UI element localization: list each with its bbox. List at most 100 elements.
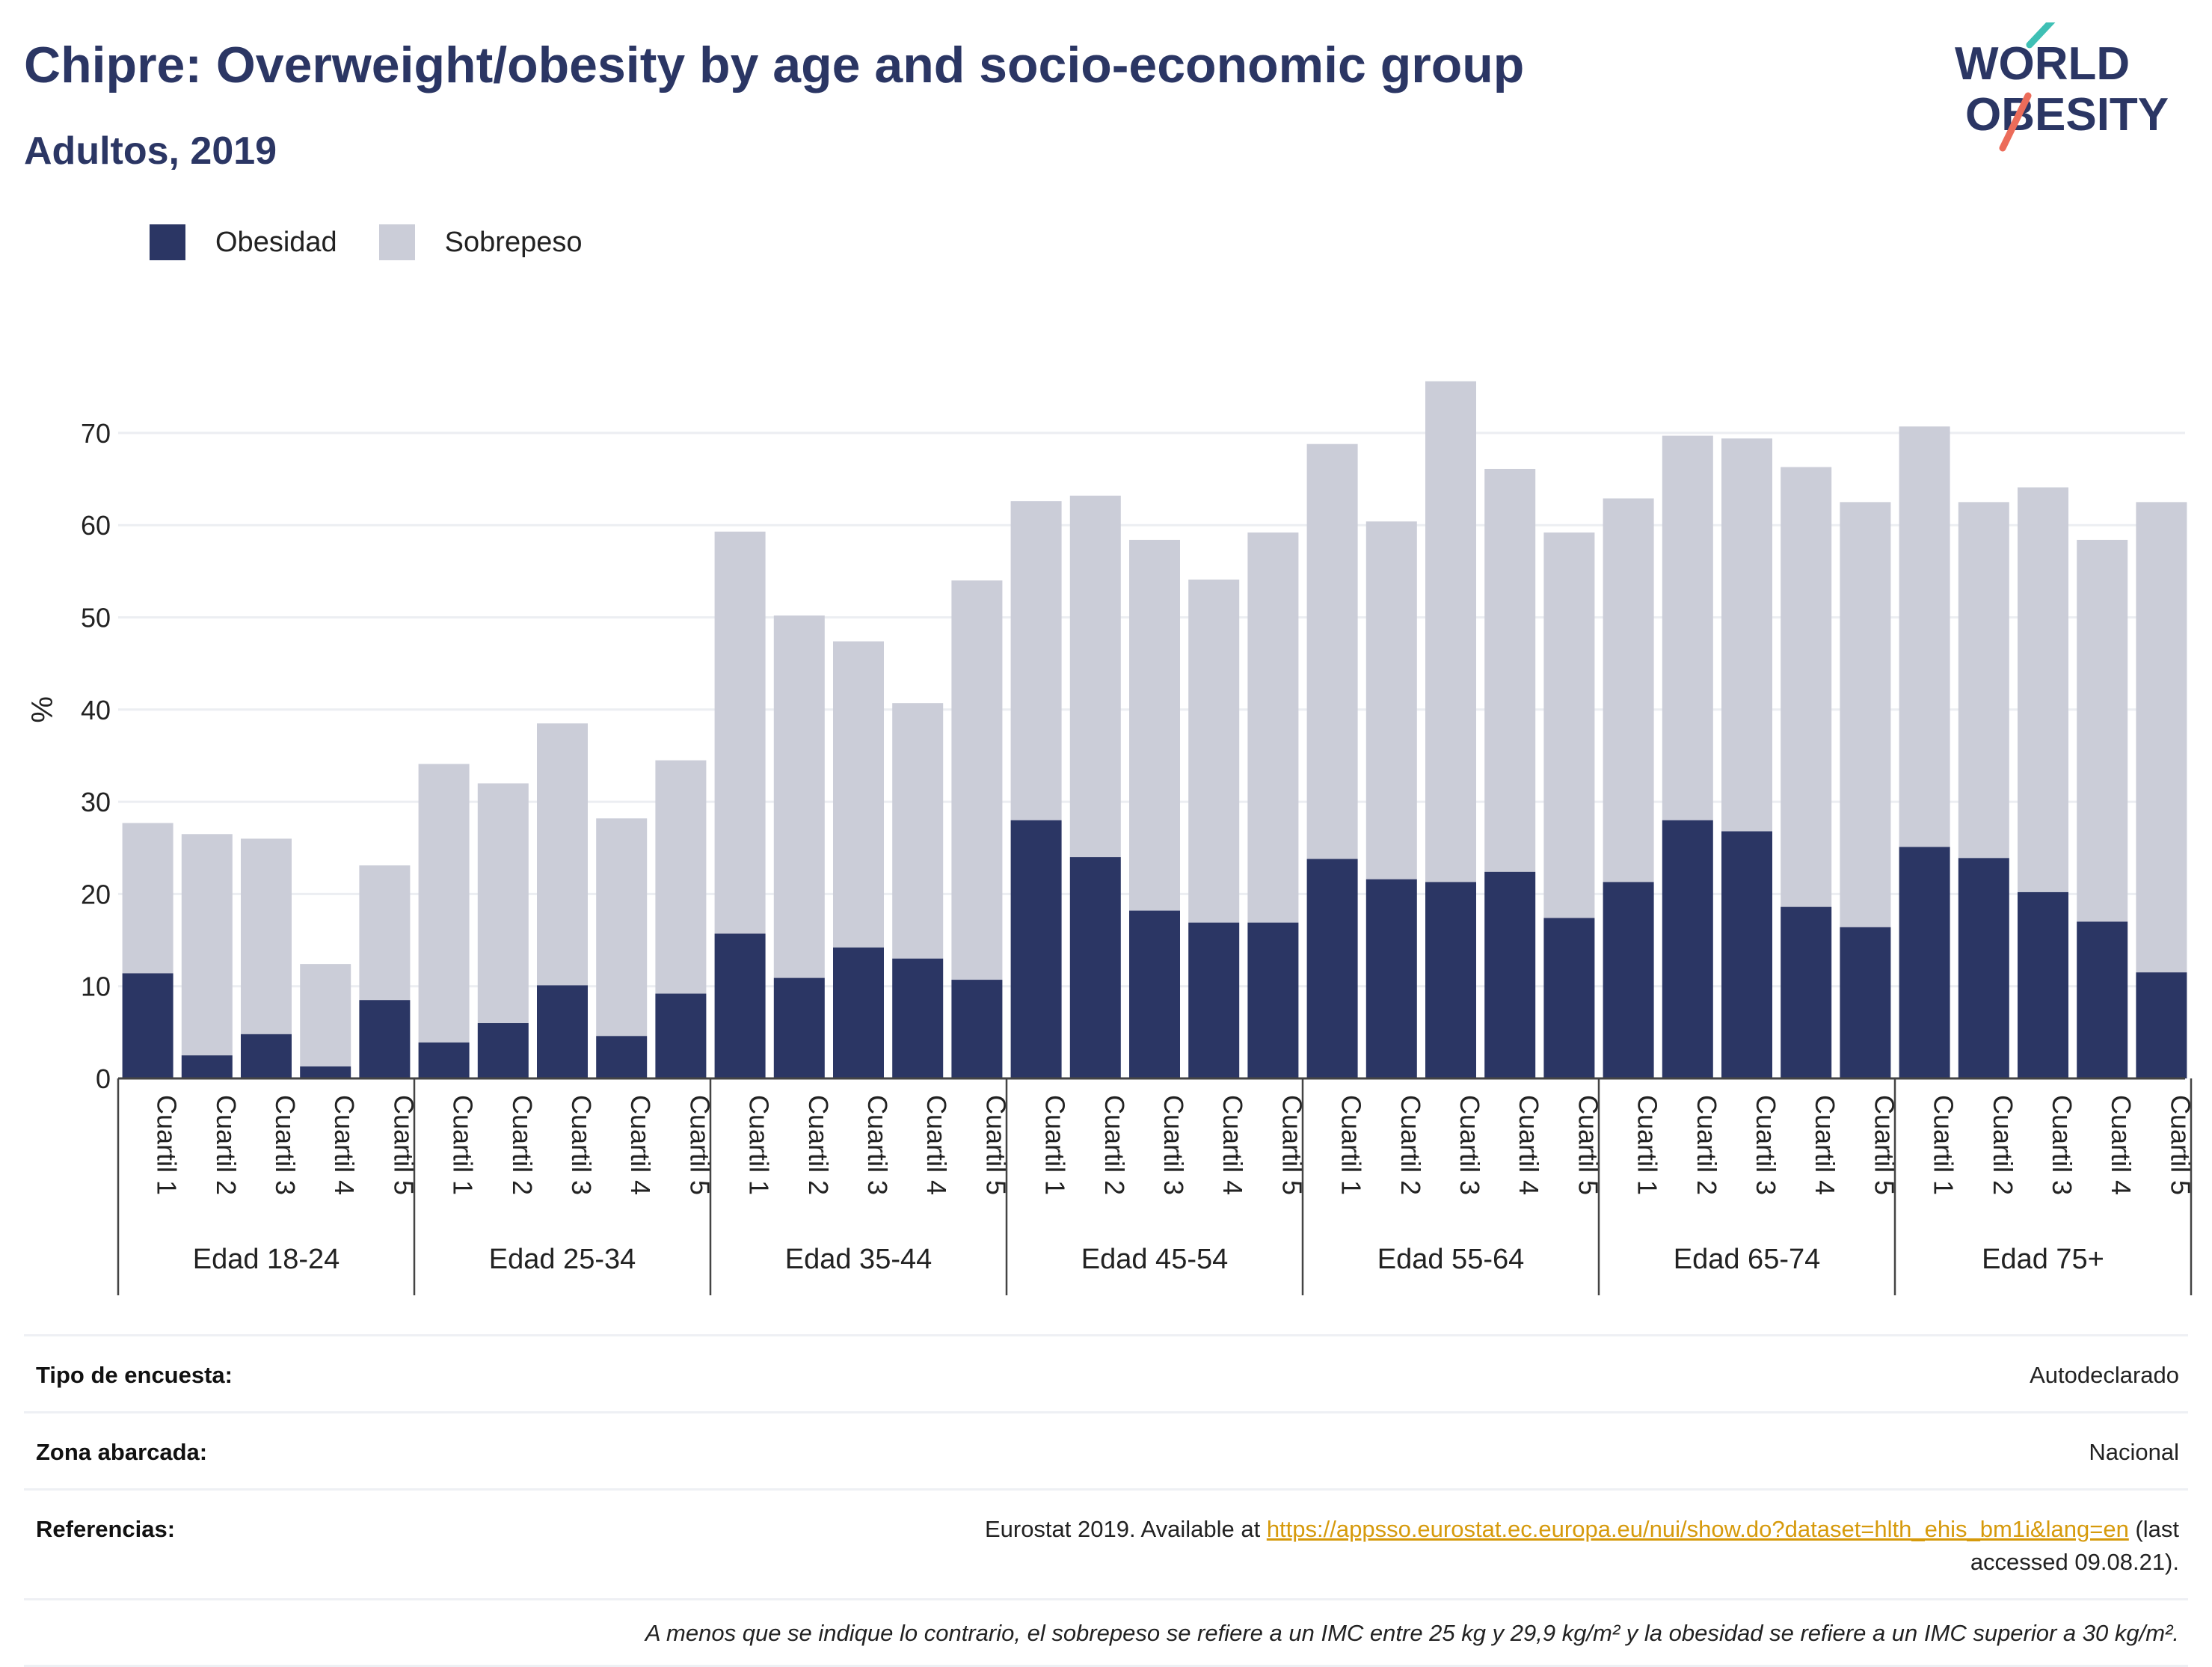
group-label-5: Edad 55-64 — [1377, 1244, 1525, 1275]
bar-sobrepeso-g6-q2 — [1662, 435, 1713, 820]
chart-title: Chipre: Overweight/obesity by age and so… — [24, 37, 1525, 93]
bar-obesidad-g6-q4 — [1781, 906, 1832, 1078]
bar-obesidad-g7-q1 — [1899, 847, 1950, 1078]
info-row-survey: Tipo de encuesta: Autodeclarado — [24, 1334, 2188, 1411]
bar-sobrepeso-g3-q2 — [773, 615, 825, 978]
x-tick-label-g6-q4: Cuartil 4 — [1810, 1095, 1840, 1195]
survey-type-value: Autodeclarado — [2030, 1362, 2179, 1388]
y-axis-title: % — [26, 696, 59, 723]
x-tick-label-g2-q4: Cuartil 4 — [625, 1095, 656, 1195]
x-tick-label-g6-q2: Cuartil 2 — [1692, 1095, 1722, 1195]
bar-sobrepeso-g6-q3 — [1721, 438, 1772, 832]
bar-obesidad-g7-q3 — [2018, 891, 2068, 1078]
y-tick-label-10: 10 — [81, 971, 111, 1002]
logo-word-world: WORLD — [1955, 38, 2130, 90]
bar-obesidad-g6-q5 — [1840, 927, 1891, 1078]
x-tick-label-g4-q1: Cuartil 1 — [1040, 1095, 1071, 1195]
y-tick-label-70: 70 — [81, 418, 111, 449]
references-label: Referencias: — [36, 1516, 176, 1542]
bar-obesidad-g7-q2 — [1958, 858, 2009, 1078]
bar-sobrepeso-g4-q5 — [1247, 532, 1299, 923]
chart-subtitle: Adultos, 2019 — [24, 129, 277, 173]
bar-obesidad-g6-q2 — [1662, 820, 1713, 1078]
bar-sobrepeso-g1-q2 — [181, 834, 233, 1056]
bar-sobrepeso-g4-q2 — [1069, 495, 1121, 858]
bar-sobrepeso-g6-q4 — [1781, 467, 1832, 907]
bar-obesidad-g2-q2 — [477, 1023, 529, 1078]
references-suffix: (last accessed 09.08.21). — [1970, 1516, 2179, 1575]
survey-type-label: Tipo de encuesta: — [36, 1362, 233, 1388]
legend-item-obesidad[interactable]: Obesidad — [150, 224, 337, 260]
definition-note: A menos que se indique lo contrario, el … — [24, 1598, 2188, 1667]
bar-sobrepeso-g1-q5 — [359, 865, 411, 1001]
bar-obesidad-g6-q3 — [1721, 831, 1772, 1078]
x-tick-label-g1-q4: Cuartil 4 — [329, 1095, 360, 1195]
x-tick-label-g6-q3: Cuartil 3 — [1751, 1095, 1781, 1195]
bar-sobrepeso-g1-q3 — [241, 838, 292, 1034]
bar-obesidad-g5-q5 — [1543, 918, 1595, 1078]
bar-sobrepeso-g5-q2 — [1365, 521, 1417, 879]
bar-obesidad-g3-q3 — [833, 947, 884, 1078]
legend: Obesidad Sobrepeso — [150, 221, 624, 263]
bar-obesidad-g1-q2 — [181, 1055, 233, 1078]
bar-obesidad-g1-q3 — [241, 1034, 292, 1078]
x-tick-label-g7-q3: Cuartil 3 — [2047, 1095, 2077, 1195]
legend-label-sobrepeso: Sobrepeso — [444, 226, 583, 258]
x-tick-label-g4-q2: Cuartil 2 — [1099, 1095, 1130, 1195]
x-tick-label-g7-q2: Cuartil 2 — [1988, 1095, 2018, 1195]
x-tick-label-g1-q3: Cuartil 3 — [270, 1095, 301, 1195]
bar-obesidad-g2-q3 — [537, 985, 588, 1078]
references-link[interactable]: https://appsso.eurostat.ec.europa.eu/nui… — [1266, 1516, 2129, 1542]
x-tick-label-g1-q2: Cuartil 2 — [211, 1095, 242, 1195]
bar-obesidad-g2-q1 — [418, 1042, 470, 1078]
group-label-2: Edad 25-34 — [489, 1244, 636, 1275]
bar-obesidad-g3-q4 — [892, 958, 944, 1078]
bar-sobrepeso-g1-q4 — [300, 964, 351, 1066]
x-tick-label-g3-q3: Cuartil 3 — [862, 1095, 893, 1195]
group-label-3: Edad 35-44 — [785, 1244, 933, 1275]
legend-label-obesidad: Obesidad — [215, 226, 337, 258]
x-tick-label-g3-q4: Cuartil 4 — [921, 1095, 952, 1195]
x-tick-label-g5-q4: Cuartil 4 — [1514, 1095, 1544, 1195]
bar-sobrepeso-g2-q2 — [477, 783, 529, 1024]
y-tick-label-0: 0 — [96, 1063, 111, 1094]
bar-obesidad-g5-q2 — [1365, 879, 1417, 1078]
logo-slash-coral — [1999, 92, 2032, 152]
area-value: Nacional — [2089, 1439, 2179, 1465]
bar-obesidad-g5-q4 — [1484, 871, 1536, 1078]
group-label-4: Edad 45-54 — [1081, 1244, 1229, 1275]
bar-obesidad-g3-q1 — [714, 933, 766, 1078]
bar-sobrepeso-g7-q3 — [2018, 487, 2068, 892]
legend-item-sobrepeso[interactable]: Sobrepeso — [378, 224, 583, 260]
bar-sobrepeso-g4-q4 — [1188, 579, 1240, 923]
legend-swatch-obesidad — [150, 224, 185, 260]
logo-slash-teal — [2026, 22, 2056, 49]
y-tick-label-30: 30 — [81, 787, 111, 817]
bar-obesidad-g3-q5 — [951, 980, 1003, 1078]
references-prefix: Eurostat 2019. Available at — [984, 1516, 1267, 1542]
x-tick-label-g4-q3: Cuartil 3 — [1158, 1095, 1189, 1195]
x-tick-label-g5-q3: Cuartil 3 — [1454, 1095, 1485, 1195]
group-label-1: Edad 18-24 — [193, 1244, 340, 1275]
bar-sobrepeso-g4-q3 — [1129, 539, 1180, 911]
bar-sobrepeso-g5-q1 — [1306, 443, 1358, 859]
bar-obesidad-g3-q2 — [773, 977, 825, 1078]
bar-sobrepeso-g7-q2 — [1958, 502, 2009, 859]
bar-obesidad-g2-q5 — [655, 993, 707, 1078]
bar-sobrepeso-g3-q1 — [714, 531, 766, 934]
x-tick-label-g7-q4: Cuartil 4 — [2106, 1095, 2136, 1195]
x-tick-label-g7-q1: Cuartil 1 — [1929, 1095, 1959, 1195]
area-label: Zona abarcada: — [36, 1439, 208, 1465]
x-tick-label-g5-q2: Cuartil 2 — [1395, 1095, 1426, 1195]
bar-sobrepeso-g4-q1 — [1010, 501, 1062, 820]
bar-obesidad-g7-q4 — [2077, 921, 2128, 1078]
bar-sobrepeso-g2-q1 — [418, 764, 470, 1043]
y-tick-label-60: 60 — [81, 510, 111, 541]
bar-sobrepeso-g7-q5 — [2136, 502, 2187, 973]
bar-obesidad-g6-q1 — [1603, 882, 1654, 1078]
bar-sobrepeso-g7-q1 — [1899, 426, 1950, 847]
x-tick-label-g6-q1: Cuartil 1 — [1632, 1095, 1663, 1195]
x-tick-label-g4-q4: Cuartil 4 — [1217, 1095, 1248, 1195]
logo-word-obesity: OBESITY — [1965, 89, 2169, 141]
group-label-7: Edad 75+ — [1982, 1244, 2104, 1275]
